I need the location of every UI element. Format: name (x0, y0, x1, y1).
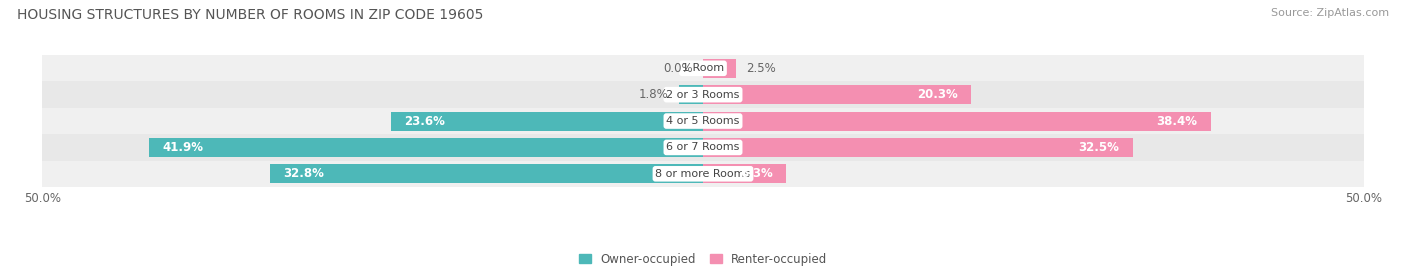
Text: 2 or 3 Rooms: 2 or 3 Rooms (666, 90, 740, 100)
Bar (42, 108, 1364, 134)
Bar (703, 59, 737, 78)
Bar (42, 134, 1364, 161)
Bar (42, 161, 1364, 187)
Text: 23.6%: 23.6% (405, 115, 446, 128)
Bar (42, 82, 1364, 108)
Bar (391, 112, 703, 130)
Text: 38.4%: 38.4% (1156, 115, 1198, 128)
Text: 41.9%: 41.9% (163, 141, 204, 154)
Text: 8 or more Rooms: 8 or more Rooms (655, 169, 751, 179)
Text: 32.5%: 32.5% (1078, 141, 1119, 154)
Bar (42, 55, 1364, 82)
Text: 6.3%: 6.3% (741, 167, 773, 180)
Text: 0.0%: 0.0% (662, 62, 692, 75)
Text: 1 Room: 1 Room (682, 63, 724, 73)
Legend: Owner-occupied, Renter-occupied: Owner-occupied, Renter-occupied (579, 253, 827, 266)
Bar (270, 164, 703, 183)
Bar (149, 138, 703, 157)
Text: HOUSING STRUCTURES BY NUMBER OF ROOMS IN ZIP CODE 19605: HOUSING STRUCTURES BY NUMBER OF ROOMS IN… (17, 8, 484, 22)
Text: 32.8%: 32.8% (283, 167, 323, 180)
Text: 6 or 7 Rooms: 6 or 7 Rooms (666, 142, 740, 153)
Bar (703, 85, 972, 104)
Bar (703, 138, 1133, 157)
Text: 4 or 5 Rooms: 4 or 5 Rooms (666, 116, 740, 126)
Text: Source: ZipAtlas.com: Source: ZipAtlas.com (1271, 8, 1389, 18)
Text: 2.5%: 2.5% (747, 62, 776, 75)
Text: 1.8%: 1.8% (638, 88, 669, 101)
Bar (703, 164, 786, 183)
Bar (679, 85, 703, 104)
Bar (703, 112, 1211, 130)
Text: 20.3%: 20.3% (917, 88, 957, 101)
